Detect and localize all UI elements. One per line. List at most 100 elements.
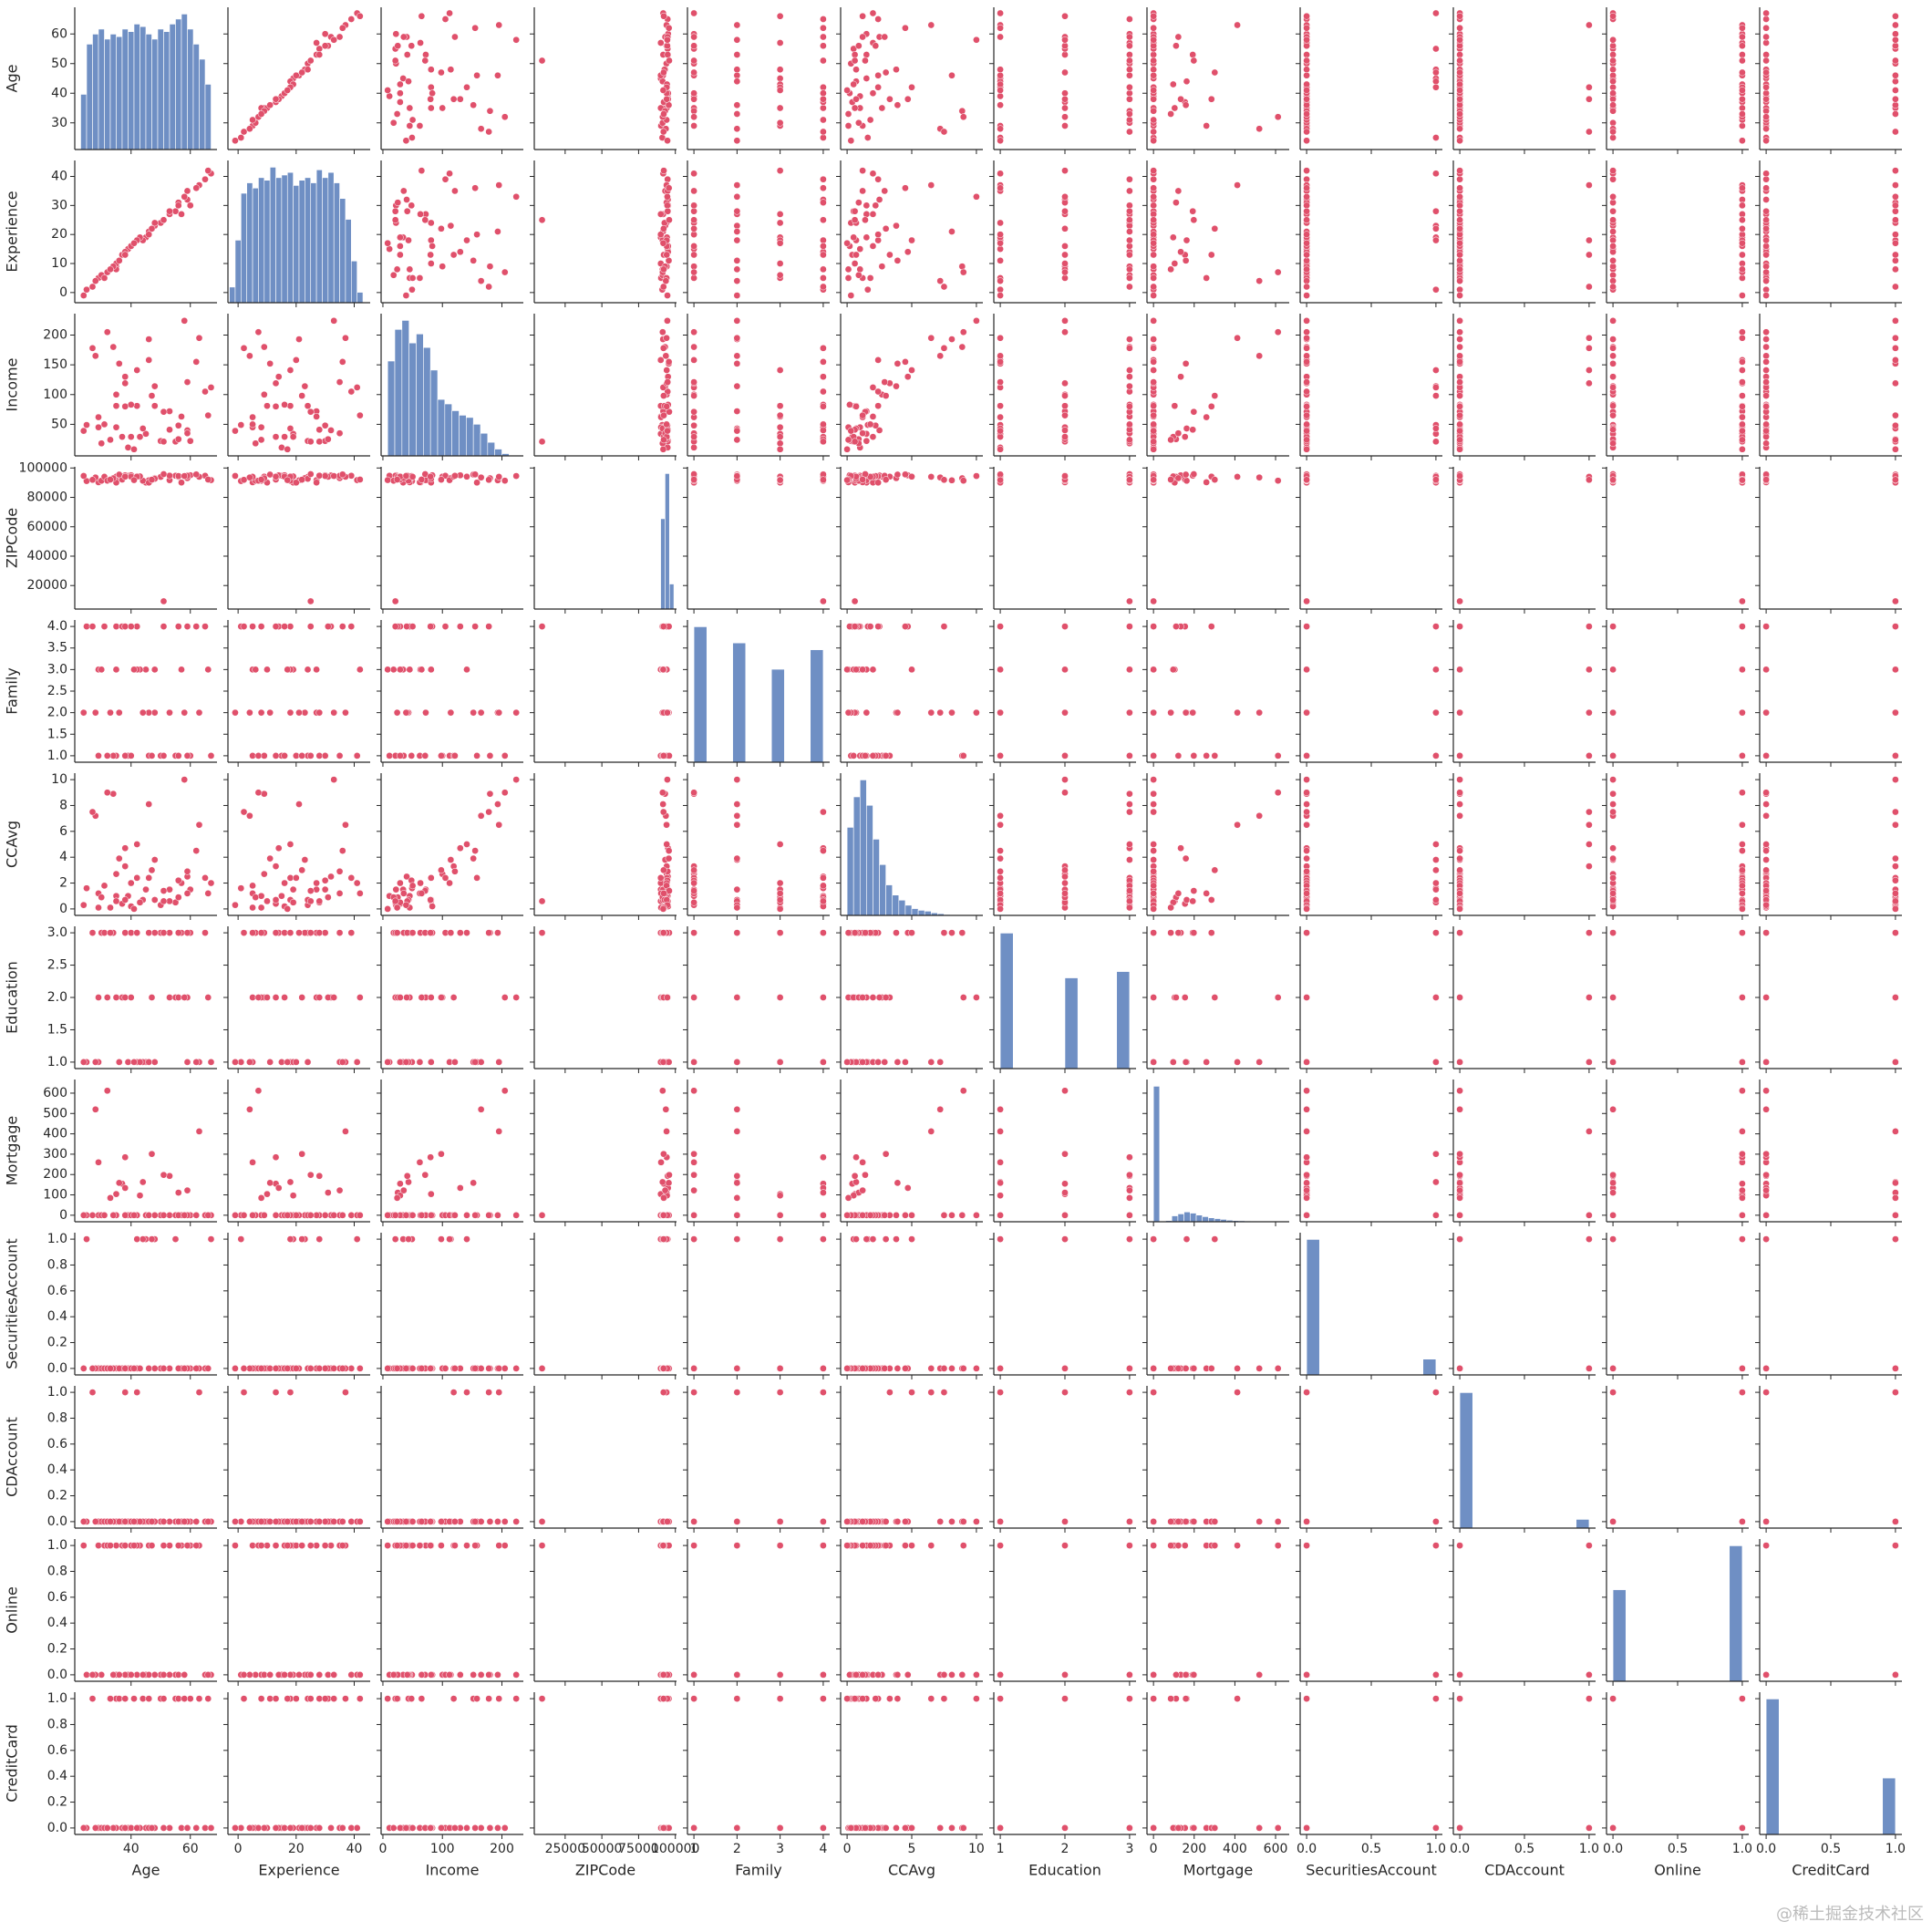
point <box>347 471 356 480</box>
point <box>1182 708 1190 717</box>
panel <box>530 620 677 767</box>
point <box>660 265 667 274</box>
point <box>1150 184 1157 192</box>
point <box>1456 392 1463 399</box>
point <box>997 867 1004 875</box>
point <box>181 192 189 201</box>
point <box>997 623 1004 630</box>
point <box>733 101 741 109</box>
point <box>863 75 871 82</box>
point <box>1609 283 1617 291</box>
point <box>733 776 741 783</box>
point <box>1207 896 1215 904</box>
point <box>872 42 880 50</box>
point <box>292 874 300 882</box>
point <box>1739 367 1746 374</box>
hist-bar <box>885 884 894 916</box>
panel <box>1449 620 1596 767</box>
point <box>1892 30 1899 38</box>
hist-bar <box>898 899 906 916</box>
point <box>166 207 173 215</box>
point <box>1177 373 1184 381</box>
point <box>473 71 480 79</box>
point <box>948 929 956 936</box>
point <box>289 898 297 906</box>
point <box>973 472 980 480</box>
point <box>292 71 300 79</box>
point <box>470 854 478 863</box>
point <box>1126 597 1133 605</box>
point <box>289 433 297 440</box>
point <box>1203 752 1211 759</box>
point <box>512 994 521 1001</box>
point <box>160 887 168 894</box>
point <box>874 83 882 91</box>
point <box>1174 33 1183 41</box>
point <box>174 435 182 443</box>
panel <box>836 160 983 307</box>
point <box>1150 752 1157 759</box>
point <box>1892 283 1899 291</box>
hist-bar <box>408 342 417 457</box>
point <box>1609 345 1617 352</box>
point <box>281 879 288 887</box>
point <box>83 884 90 893</box>
point <box>820 104 827 112</box>
panel <box>530 314 677 460</box>
point <box>1274 477 1282 485</box>
point <box>1762 847 1770 854</box>
point <box>306 752 315 759</box>
point <box>284 905 292 913</box>
point <box>1150 776 1157 783</box>
panel <box>989 926 1136 1073</box>
point <box>1167 436 1174 444</box>
point <box>403 207 411 215</box>
point <box>776 423 784 431</box>
point <box>1061 42 1069 50</box>
point <box>384 87 392 94</box>
point <box>1609 207 1617 215</box>
point <box>115 854 123 863</box>
point <box>776 104 784 112</box>
point <box>130 905 138 913</box>
point <box>1190 887 1198 894</box>
point <box>1177 95 1184 103</box>
point <box>862 752 869 759</box>
point <box>1456 51 1463 58</box>
point <box>1303 776 1310 783</box>
point <box>393 708 401 717</box>
point <box>195 708 203 717</box>
point <box>658 328 666 336</box>
point <box>183 187 191 195</box>
point <box>447 708 455 717</box>
point <box>1762 420 1770 429</box>
point <box>1892 251 1899 259</box>
point <box>820 994 827 1001</box>
point <box>776 271 784 279</box>
point <box>1061 207 1069 215</box>
point <box>1303 867 1310 875</box>
point <box>1207 402 1215 410</box>
point <box>1586 345 1593 352</box>
hist-bar <box>139 26 147 150</box>
point <box>908 236 915 244</box>
point <box>1303 231 1310 239</box>
point <box>959 477 967 485</box>
point <box>1150 476 1157 484</box>
point <box>356 890 364 897</box>
point <box>263 897 271 905</box>
point <box>852 95 860 103</box>
point <box>142 885 150 894</box>
point <box>882 224 890 232</box>
point <box>1303 378 1310 386</box>
panel <box>377 773 523 920</box>
point <box>1126 336 1133 343</box>
point <box>1189 207 1197 215</box>
point <box>1126 71 1133 79</box>
hist-bar <box>286 171 294 304</box>
point <box>1303 101 1310 109</box>
point <box>1303 597 1310 605</box>
point <box>664 776 671 783</box>
point <box>874 479 882 487</box>
